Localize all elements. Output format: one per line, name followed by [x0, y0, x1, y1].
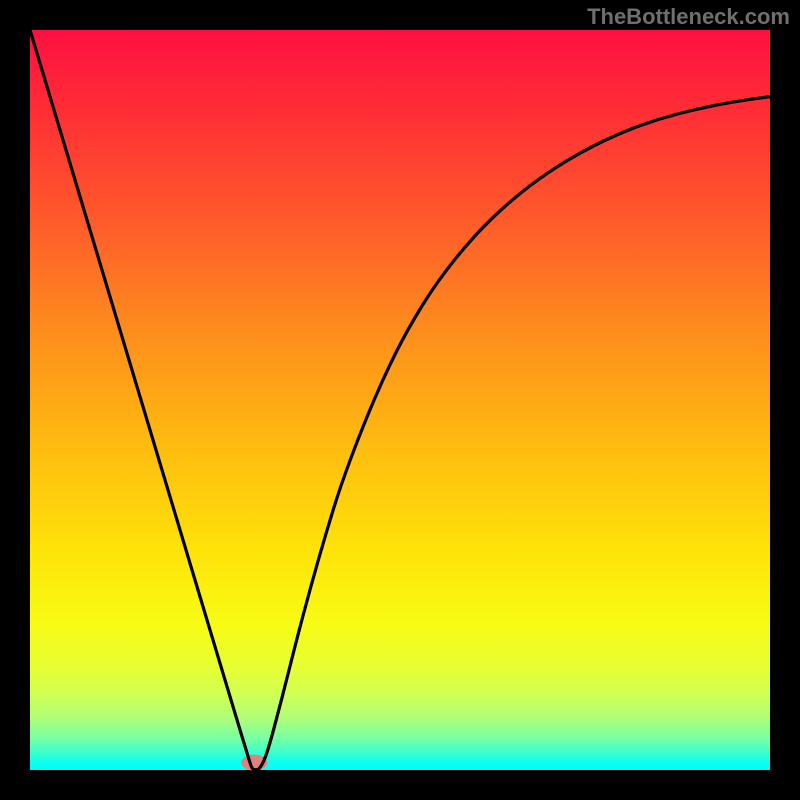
chart-container: { "watermark": { "text": "TheBottleneck.… [0, 0, 800, 800]
watermark-text: TheBottleneck.com [587, 4, 790, 30]
bottleneck-line-chart [0, 0, 800, 800]
